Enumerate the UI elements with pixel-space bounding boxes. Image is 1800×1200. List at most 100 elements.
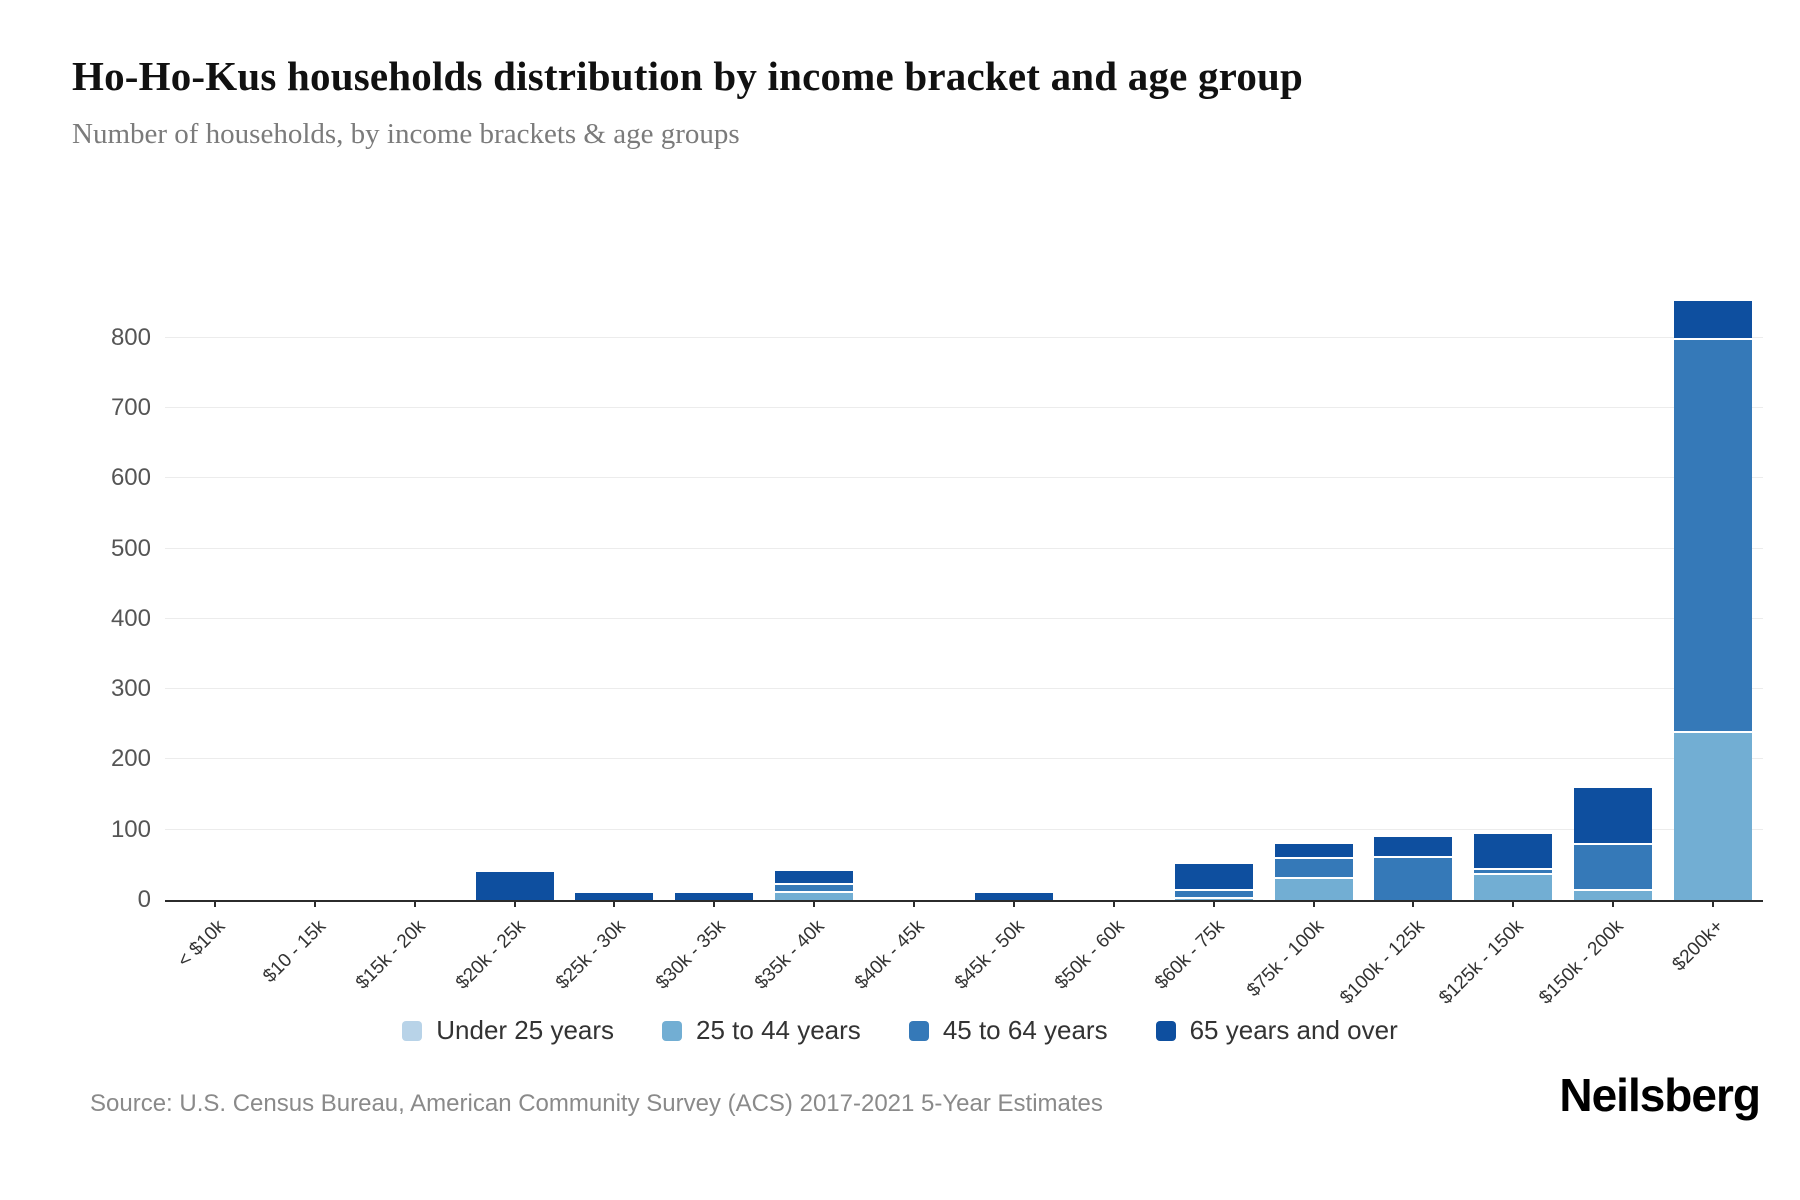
bar-segment[interactable]: [1674, 731, 1752, 900]
category-slot: $40k - 45k: [851, 260, 964, 994]
category-slot: $60k - 75k: [1151, 260, 1264, 994]
bar-segment[interactable]: [1674, 300, 1752, 338]
source-note: Source: U.S. Census Bureau, American Com…: [90, 1090, 1103, 1117]
x-axis-tick: [1412, 900, 1415, 907]
gridline: [165, 336, 1763, 338]
x-axis-label: $40k - 45k: [851, 916, 929, 994]
bar-segment[interactable]: [1374, 856, 1453, 900]
x-axis-label: $35k - 40k: [751, 916, 830, 994]
bar-segment[interactable]: [1374, 836, 1453, 857]
stacked-bar: [1374, 836, 1453, 900]
chart-subtitle: Number of households, by income brackets…: [72, 118, 740, 150]
gridline: [165, 617, 1763, 619]
legend-swatch-icon: [908, 1020, 929, 1041]
x-axis-label: $15k - 20k: [351, 916, 430, 994]
x-axis-tick: [1112, 900, 1115, 907]
stacked-bar: [1574, 788, 1653, 900]
legend-item[interactable]: 25 to 44 years: [662, 1015, 861, 1046]
legend-label: 45 to 64 years: [942, 1015, 1108, 1045]
legend-item[interactable]: Under 25 years: [402, 1015, 614, 1046]
x-axis-label: $125k - 150k: [1435, 916, 1529, 1009]
category-slot: $10 - 15k: [259, 260, 365, 987]
stacked-bar: [675, 892, 754, 900]
x-axis-tick: [313, 900, 316, 907]
y-axis-tick-label: 600: [110, 464, 151, 492]
category-slot: $25k - 30k: [552, 260, 665, 994]
category-slot: < $10k: [165, 260, 265, 972]
legend-item[interactable]: 65 years and over: [1155, 1015, 1398, 1046]
bar-segment[interactable]: [675, 892, 754, 900]
stacked-bar: [1274, 843, 1353, 900]
x-axis-label: $200k+: [1668, 916, 1728, 976]
x-axis-tick: [1012, 900, 1015, 907]
bar-segment[interactable]: [775, 870, 854, 884]
gridline: [165, 688, 1763, 690]
stacked-bar: [974, 892, 1053, 900]
x-axis-label: $60k - 75k: [1150, 916, 1229, 994]
bar-segment[interactable]: [1574, 843, 1653, 890]
category-slot: $30k - 35k: [652, 260, 764, 994]
y-axis-tick-label: 200: [110, 745, 151, 773]
gridline: [165, 477, 1763, 479]
y-axis-tick-label: 500: [110, 534, 151, 562]
x-axis-tick: [913, 900, 916, 907]
bar-segment[interactable]: [575, 892, 654, 900]
x-axis-label: $20k - 25k: [451, 916, 530, 994]
y-axis-tick-label: 0: [137, 886, 151, 913]
bar-segment[interactable]: [1474, 868, 1553, 874]
category-slot: $50k - 60k: [1051, 260, 1164, 994]
bar-segment[interactable]: [1274, 876, 1353, 900]
x-axis-tick: [813, 900, 816, 907]
bar-segment[interactable]: [1474, 833, 1553, 869]
x-axis-label: $10 - 15k: [258, 916, 330, 987]
legend-swatch-icon: [402, 1020, 423, 1041]
category-slot: $35k - 40k: [751, 260, 864, 994]
bars-row: < $10k $10 - 15k $15k - 20k $20k - 25k $25k …: [165, 260, 1763, 1009]
gridline: [165, 828, 1763, 830]
category-slot: $20k - 25k: [452, 260, 565, 994]
category-slot: $45k - 50k: [951, 260, 1064, 994]
x-axis-label: $75k - 100k: [1243, 916, 1329, 1002]
y-axis-tick-label: 700: [110, 394, 151, 422]
x-axis-tick: [413, 900, 416, 907]
bar-segment[interactable]: [775, 883, 854, 891]
x-axis-label: $150k - 200k: [1535, 916, 1629, 1009]
x-axis-tick: [513, 900, 516, 907]
bar-segment[interactable]: [475, 871, 554, 900]
category-slot: $100k - 125k: [1336, 260, 1464, 1009]
legend-item[interactable]: 45 to 64 years: [908, 1015, 1108, 1046]
bar-segment[interactable]: [1174, 864, 1253, 890]
x-axis-tick: [713, 900, 716, 907]
brand-logo: Neilsberg: [1559, 1069, 1761, 1121]
bar-segment[interactable]: [974, 892, 1053, 900]
x-axis-tick: [613, 900, 616, 907]
y-axis-tick-label: 300: [110, 675, 151, 703]
bar-segment[interactable]: [1574, 889, 1653, 900]
bar-segment[interactable]: [1174, 889, 1253, 898]
x-axis-tick: [1212, 900, 1215, 907]
category-slot: $125k - 150k: [1436, 260, 1563, 1009]
bar-segment[interactable]: [1174, 897, 1253, 900]
bar-segment[interactable]: [1574, 788, 1653, 844]
y-axis-tick-label: 100: [110, 815, 151, 843]
bar-segment[interactable]: [1274, 843, 1353, 858]
legend-swatch-icon: [1155, 1020, 1176, 1041]
gridline: [165, 547, 1763, 549]
chart-legend: Under 25 years 25 to 44 years 45 to 64 yea…: [0, 1015, 1800, 1046]
x-axis-tick: [1512, 900, 1515, 907]
bar-segment[interactable]: [1274, 857, 1353, 877]
legend-swatch-icon: [662, 1020, 683, 1041]
bar-segment[interactable]: [1474, 873, 1553, 900]
stacked-bar: [575, 892, 654, 900]
stacked-bar: [475, 871, 554, 900]
legend-label: 65 years and over: [1189, 1015, 1398, 1045]
legend-label: 25 to 44 years: [696, 1015, 861, 1045]
legend-label: Under 25 years: [436, 1015, 615, 1045]
x-axis-label: $50k - 60k: [1051, 916, 1129, 994]
gridline: [165, 758, 1763, 760]
chart-plot-area: 0 100 200 300 400 500 600 700 800 < $10k $10 - 15k…: [111, 260, 1763, 1009]
stacked-bar: [1474, 833, 1553, 900]
x-axis-label: $25k - 30k: [551, 916, 630, 994]
bar-segment[interactable]: [1674, 338, 1752, 732]
bar-segment[interactable]: [775, 890, 854, 900]
